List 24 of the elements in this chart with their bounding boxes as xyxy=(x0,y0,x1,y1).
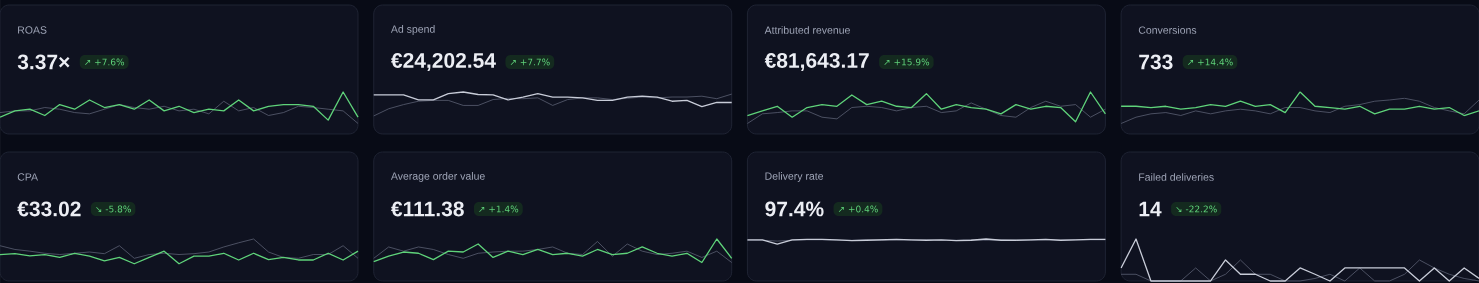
chart-title: Conversions xyxy=(1138,26,1197,34)
text: ↗ +14.4% xyxy=(1188,58,1233,66)
chart-title: Attributed revenue xyxy=(764,26,850,34)
chart-title: Failed deliveries xyxy=(1139,173,1214,181)
text: ↗ +15.9% xyxy=(884,58,930,66)
chart-title: Delivery rate xyxy=(765,172,824,182)
chart-subtitle: €33.02 xyxy=(17,201,81,217)
text: ↗ +7.6% xyxy=(85,58,125,66)
chart-title: Ad spend xyxy=(390,25,435,35)
chart-subtitle: 14 xyxy=(1139,201,1162,217)
chart-subtitle: €111.38 xyxy=(391,201,464,217)
text: ↗ +0.4% xyxy=(838,205,878,213)
chart-title: CPA xyxy=(17,173,39,181)
text: ↘ -5.8% xyxy=(96,205,131,213)
chart-title: ROAS xyxy=(18,26,47,34)
text: ↗ +7.7% xyxy=(510,58,550,66)
chart-subtitle: 3.37× xyxy=(17,54,70,70)
chart-subtitle: 733 xyxy=(1139,54,1173,70)
chart-title: Average order value xyxy=(390,172,485,182)
text: ↘ -22.2% xyxy=(1176,205,1217,213)
chart-subtitle: 97.4% xyxy=(765,201,824,217)
chart-subtitle: €81,643.17 xyxy=(764,53,869,71)
text: ↗ +1.4% xyxy=(479,205,519,213)
chart-subtitle: €24,202.54 xyxy=(391,53,496,71)
